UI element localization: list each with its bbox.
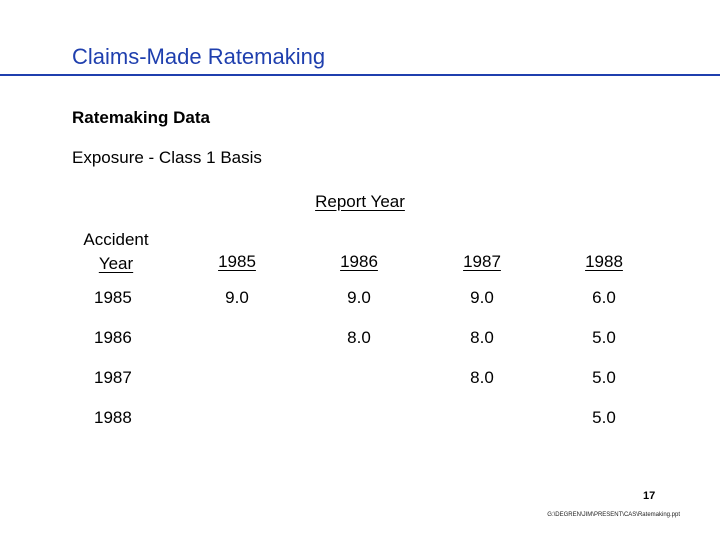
slide-title: Claims-Made Ratemaking [72,44,326,69]
column-header-1985: 1985 [218,252,256,271]
section-heading: Ratemaking Data [72,108,210,127]
table-cell: 9.0 [347,288,371,307]
table-cell: 9.0 [470,288,494,307]
column-header-1986: 1986 [340,252,378,271]
report-year-header: Report Year [315,192,405,211]
table-cell: 8.0 [347,328,371,347]
table-cell: 9.0 [225,288,249,307]
accident-year-header-line2: Year [98,254,134,273]
row-label-1985: 1985 [94,288,132,307]
title-underline [0,74,720,76]
row-label-1986: 1986 [94,328,132,347]
row-label-1988: 1988 [94,408,132,427]
table-cell: 8.0 [470,328,494,347]
table-cell: 5.0 [592,408,616,427]
exposure-subheading: Exposure - Class 1 Basis [72,148,262,167]
table-cell: 5.0 [592,328,616,347]
table-cell: 8.0 [470,368,494,387]
accident-year-header-line1: Accident [83,230,149,249]
table-cell: 6.0 [592,288,616,307]
table-cell: 5.0 [592,368,616,387]
column-header-1988: 1988 [585,252,623,271]
column-header-1987: 1987 [463,252,501,271]
file-path-footer: G:\DEGREN\JIM\PRESENT\CAS\Ratemaking.ppt [547,512,680,518]
page-number: 17 [643,490,656,502]
row-label-1987: 1987 [94,368,132,387]
accident-year-header: Accident Year [66,228,166,276]
